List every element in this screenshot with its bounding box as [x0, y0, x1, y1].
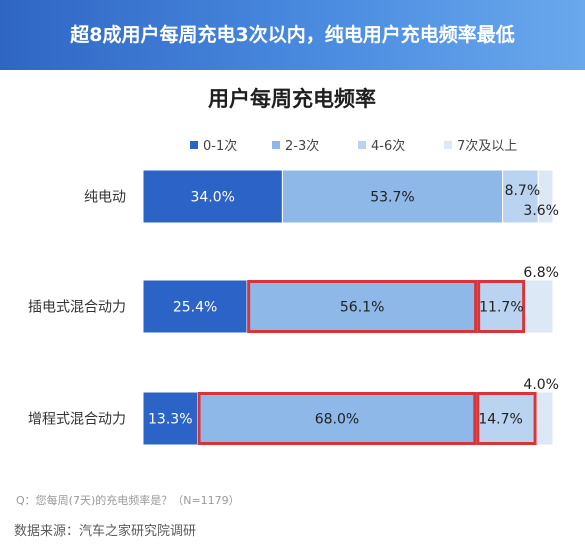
bar-segment — [536, 391, 554, 446]
highlight-box — [247, 280, 478, 333]
data-label: 34.0% — [190, 190, 234, 206]
legend-swatch — [190, 141, 198, 149]
highlight-box — [476, 392, 537, 445]
bar-segment — [142, 279, 248, 334]
survey-question: Q：您每周(7天)的充电频率是？（N=1179） — [16, 494, 240, 507]
bar-segment — [502, 169, 539, 224]
highlight-box — [197, 392, 477, 445]
data-label: 14.7% — [478, 412, 522, 428]
bar-segment — [142, 391, 199, 446]
category-label: 纯电动 — [84, 190, 126, 206]
bar-segment — [524, 279, 554, 334]
highlight-box — [477, 280, 526, 333]
legend-label: 2-3次 — [285, 138, 319, 154]
data-label: 11.7% — [479, 300, 523, 316]
category-label: 插电式混合动力 — [28, 300, 126, 316]
legend-swatch — [272, 141, 280, 149]
data-label: 4.0% — [523, 377, 559, 393]
data-label: 13.3% — [148, 412, 192, 428]
chart-title: 用户每周充电频率 — [208, 87, 376, 111]
bar-segment — [197, 391, 477, 446]
title-banner — [0, 0, 585, 70]
legend-label: 0-1次 — [203, 138, 237, 154]
legend-label: 7次及以上 — [457, 138, 517, 154]
legend-label: 4-6次 — [371, 138, 405, 154]
bar-segment — [476, 279, 526, 334]
data-source: 数据来源：汽车之家研究院调研 — [14, 524, 197, 539]
data-label: 8.7% — [505, 183, 541, 199]
bar-segment — [281, 169, 504, 224]
bar-segment — [537, 169, 554, 224]
data-label: 68.0% — [315, 412, 359, 428]
charging-frequency-chart: 用户每周充电频率 0-1次 2-3次 4-6次 7次及以上纯电动插电式混合动力增程式混合… — [28, 87, 559, 446]
data-label: 3.6% — [523, 203, 559, 219]
category-label: 增程式混合动力 — [28, 412, 126, 428]
data-label: 56.1% — [340, 300, 384, 316]
data-label: 25.4% — [173, 300, 217, 316]
legend-swatch — [358, 141, 366, 149]
banner-title: 超8成用户每周充电3次以内，纯电用户充电频率最低 — [70, 24, 515, 46]
data-label: 53.7% — [370, 190, 414, 206]
legend-swatch — [444, 141, 452, 149]
bar-segment — [142, 169, 283, 224]
data-label: 6.8% — [523, 265, 559, 281]
bar-segment — [246, 279, 478, 334]
